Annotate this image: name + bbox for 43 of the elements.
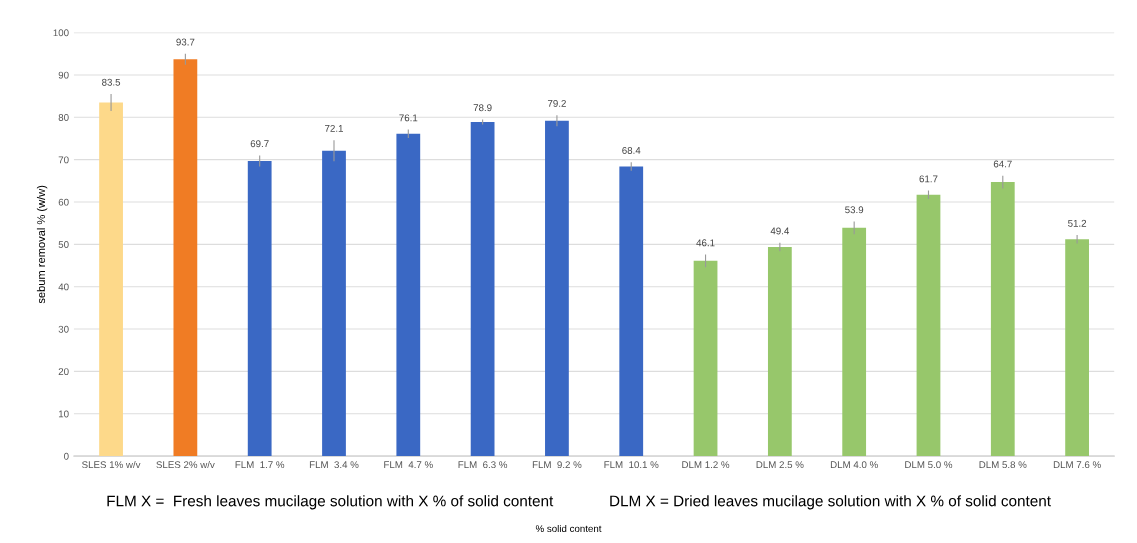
y-tick-label: 20 bbox=[58, 368, 69, 376]
y-tick-label: 30 bbox=[58, 325, 69, 333]
x-tick-label: DLM 5.0 % bbox=[905, 461, 953, 469]
text: DLM X = Dried leaves mucilage solution with X % of solid content bbox=[610, 495, 1051, 510]
data-label: 61.7 bbox=[919, 175, 938, 183]
x-tick-label: FLM 4.7 % bbox=[384, 461, 433, 469]
y-tick-label: 40 bbox=[58, 283, 69, 291]
data-label: 53.9 bbox=[845, 206, 864, 214]
y-tick-label: 100 bbox=[53, 29, 69, 37]
data-label: 93.7 bbox=[176, 38, 195, 46]
y-tick-label: 50 bbox=[58, 241, 69, 248]
y-axis-title: sebum removal % (w/w) bbox=[36, 185, 48, 304]
x-tick-label: FLM 1.7 % bbox=[235, 461, 285, 469]
data-label: 51.2 bbox=[1068, 219, 1087, 227]
x-tick-label: DLM 2.5 % bbox=[756, 461, 804, 469]
data-label: 68.4 bbox=[622, 147, 641, 154]
y-tick-label: 80 bbox=[58, 114, 69, 121]
y-tick-label: 60 bbox=[58, 198, 69, 206]
x-tick-label: SLES 2% w/v bbox=[156, 460, 215, 469]
x-tick-label: DLM 7.6 % bbox=[1053, 461, 1101, 469]
y-tick-label: 70 bbox=[58, 156, 69, 164]
data-label: 46.1 bbox=[696, 239, 715, 247]
x-tick-label: FLM 10.1 % bbox=[604, 461, 659, 469]
x-tick-label: FLM 6.3 % bbox=[458, 461, 508, 469]
x-tick-label: DLM 4.0 % bbox=[830, 461, 878, 469]
text: FLM X = Fresh leaves mucilage solution with X % of solid content bbox=[107, 495, 554, 510]
data-label: 83.5 bbox=[102, 78, 121, 86]
data-label: 72.1 bbox=[325, 125, 343, 132]
data-label: 79.2 bbox=[547, 100, 566, 107]
y-tick-label: 90 bbox=[58, 71, 69, 79]
x-tick-label: FLM 3.4 % bbox=[309, 461, 359, 469]
data-label: 78.9 bbox=[473, 104, 492, 112]
x-tick-label: FLM 9.2 % bbox=[532, 461, 582, 469]
x-tick-label: SLES 1% w/v bbox=[82, 460, 141, 469]
x-tick-label: DLM 5.8 % bbox=[979, 461, 1027, 469]
y-tick-label: 0 bbox=[64, 452, 69, 460]
x-tick-label: DLM 1.2 % bbox=[682, 461, 730, 469]
text: % solid content bbox=[535, 524, 602, 533]
data-label: 49.4 bbox=[770, 227, 790, 235]
data-label: 76.1 bbox=[399, 114, 418, 122]
data-label: 64.7 bbox=[993, 160, 1012, 168]
data-label: 69.7 bbox=[250, 140, 269, 148]
y-tick-label: 10 bbox=[58, 410, 69, 418]
